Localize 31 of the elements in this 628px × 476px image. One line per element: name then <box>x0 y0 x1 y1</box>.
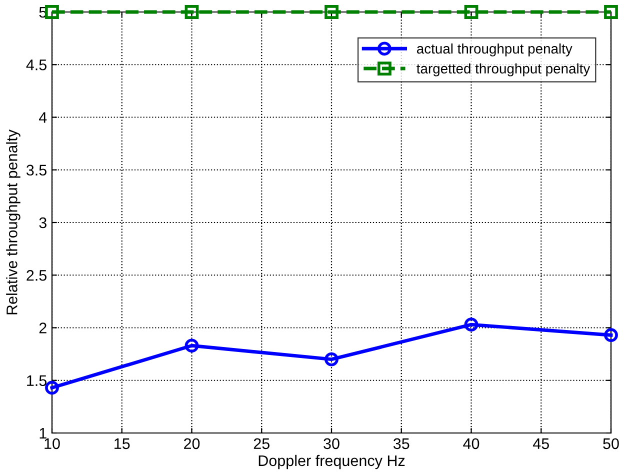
x-tick-label: 45 <box>532 438 549 450</box>
point <box>464 5 478 19</box>
legend-label: actual throughput penalty <box>416 43 572 56</box>
y-tick-label: 2.5 <box>26 270 46 281</box>
point <box>45 5 59 19</box>
x-tick-label: 40 <box>463 438 480 450</box>
x-axis-title: Doppler frequency Hz <box>258 454 405 470</box>
y-tick-label: 3.5 <box>26 164 46 176</box>
y-tick-label: 1.5 <box>27 375 46 386</box>
y-tick-label: 4 <box>38 112 47 123</box>
point <box>45 380 59 395</box>
x-tick-label: 20 <box>184 438 200 450</box>
y-tick-label: 4.5 <box>26 60 46 70</box>
x-tick-label: 10 <box>44 438 60 450</box>
point <box>604 328 618 342</box>
x-tick-label: 30 <box>324 438 340 450</box>
y-tick-label: 1 <box>40 428 46 439</box>
point <box>324 5 338 19</box>
point <box>184 5 199 19</box>
y-tick-label: 2 <box>39 322 46 334</box>
point <box>184 338 199 353</box>
y-tick-label: 3 <box>39 217 46 228</box>
legend-label: targetted throughput penalty <box>416 63 590 76</box>
x-tick-label: 15 <box>114 438 130 450</box>
point <box>604 5 618 19</box>
x-tick-label: 25 <box>254 438 270 450</box>
point <box>324 352 338 366</box>
point <box>464 318 478 332</box>
x-tick-label: 50 <box>603 438 619 450</box>
x-tick-label: 35 <box>393 438 410 450</box>
y-axis-title: Relative throughput penalty <box>6 130 20 314</box>
